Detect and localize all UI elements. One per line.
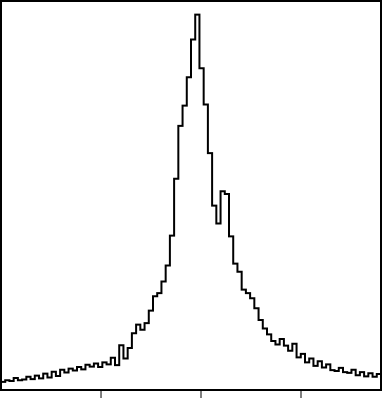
plot-frame <box>0 0 382 391</box>
plot-area <box>1 13 381 383</box>
x-axis-ticks <box>100 390 302 398</box>
histogram-series-line <box>1 13 381 383</box>
